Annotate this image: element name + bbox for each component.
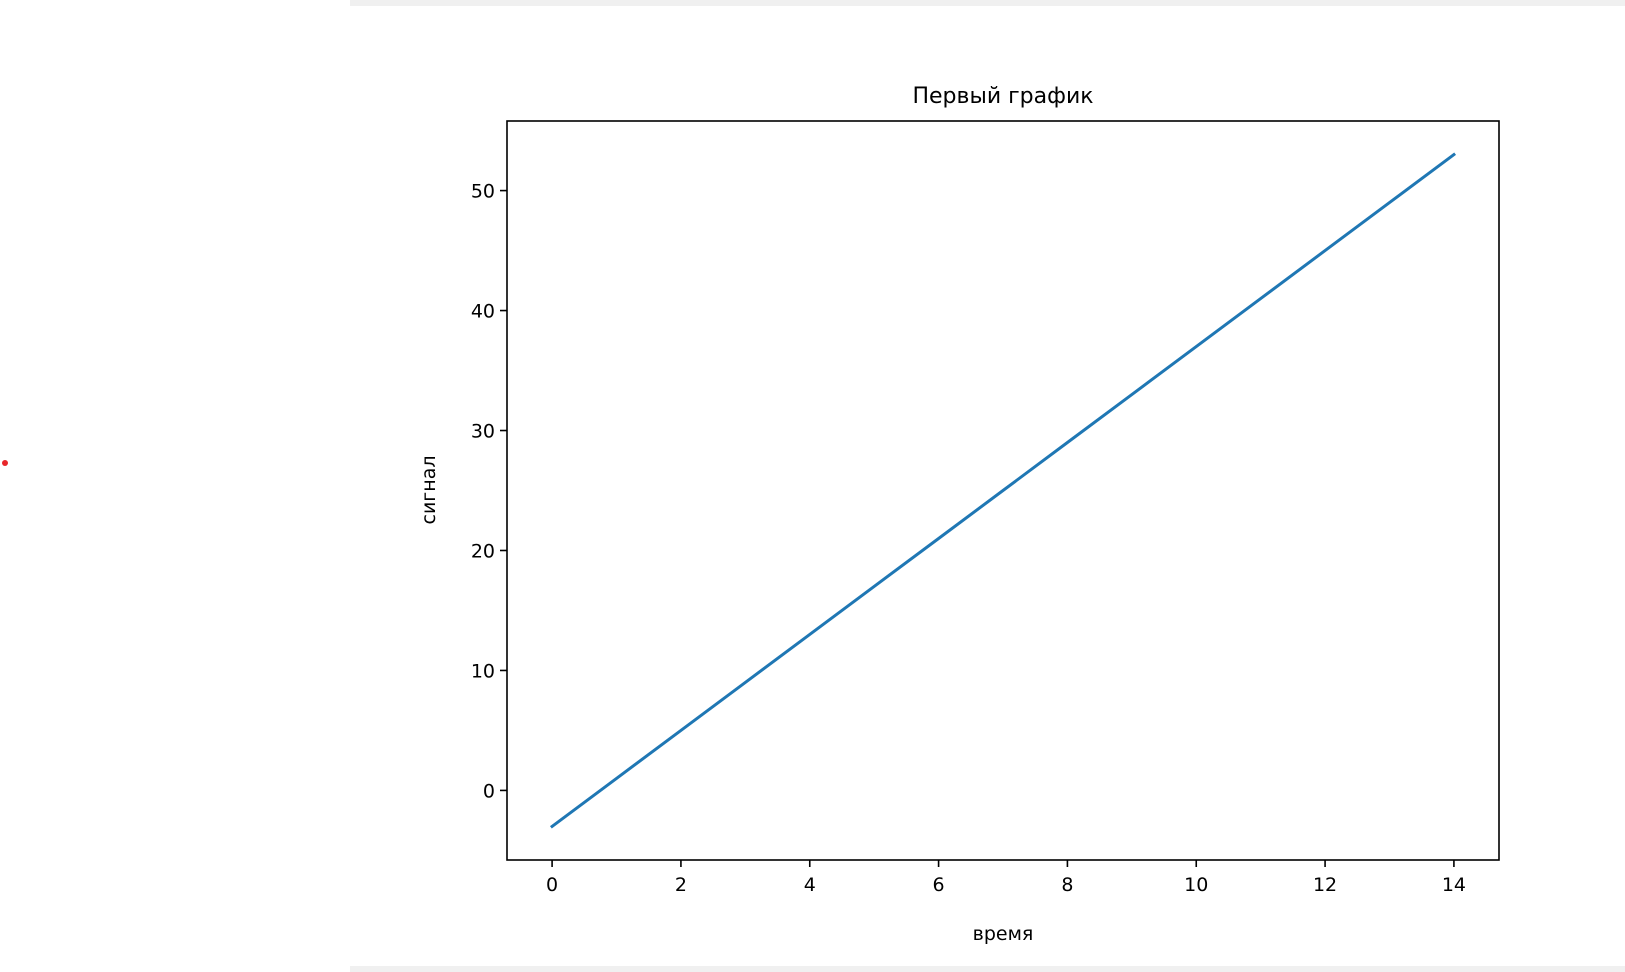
y-tick-label: 20 (471, 540, 495, 562)
red-marker-dot (2, 460, 8, 466)
x-tick-label: 10 (1184, 874, 1208, 896)
x-tick-label: 0 (546, 874, 558, 896)
axes-frame (506, 120, 1500, 861)
x-tick-label: 4 (804, 874, 816, 896)
y-tick-label: 10 (471, 660, 495, 682)
x-tick-label: 8 (1061, 874, 1073, 896)
bottom-divider (350, 966, 1625, 972)
y-tick-label: 40 (471, 301, 495, 323)
chart-title: Первый график (912, 84, 1093, 109)
y-tick-label: 0 (483, 780, 495, 802)
y-axis-label: сигнал (418, 456, 440, 525)
y-tick-label: 50 (471, 181, 495, 203)
x-tick-label: 6 (933, 874, 945, 896)
y-tick-label: 30 (471, 421, 495, 443)
series-line (549, 152, 1457, 829)
x-tick-label: 12 (1313, 874, 1337, 896)
top-divider (350, 0, 1625, 6)
x-tick-label: 14 (1442, 874, 1466, 896)
x-axis-label: время (973, 923, 1034, 945)
x-tick-label: 2 (675, 874, 687, 896)
